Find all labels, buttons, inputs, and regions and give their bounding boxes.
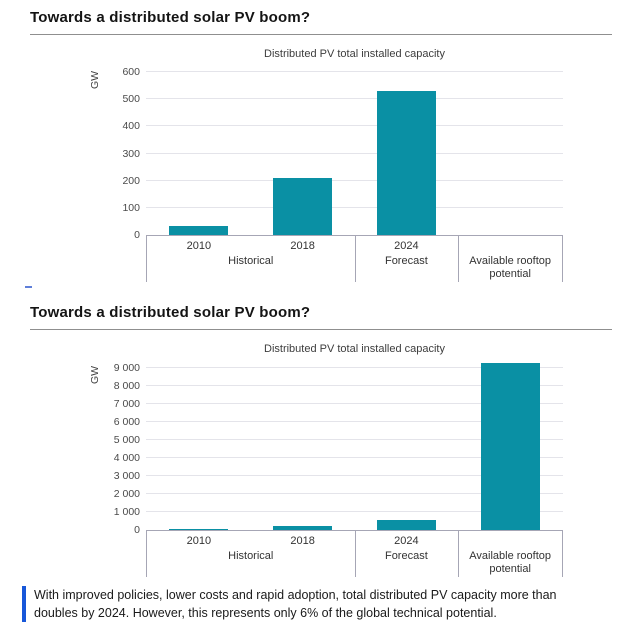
column-divider — [354, 531, 356, 577]
y-tick-label: 300 — [122, 147, 140, 160]
x-years-row: 2010 2018 2024 — [147, 531, 562, 547]
y-tick-label: 8 000 — [113, 380, 140, 392]
gridline — [146, 475, 563, 476]
y-tick-label: 4 000 — [113, 452, 140, 464]
x-year-label — [458, 240, 562, 252]
column-divider — [458, 531, 460, 577]
x-group-label: Forecast — [384, 550, 428, 562]
x-groups-row: Historical Forecast Available rooftop pote… — [147, 255, 562, 280]
y-axis: GW 0 100 200 300 400 500 600 — [30, 64, 146, 241]
slide-1: Towards a distributed solar PV boom? Dis… — [0, 0, 642, 288]
plot-area — [146, 64, 563, 235]
chart-body: GW 0 100 200 300 400 500 600 — [30, 64, 563, 241]
x-group-label: Available rooftop potential — [469, 550, 551, 575]
y-tick-label: 2 000 — [113, 488, 140, 500]
title-rule — [30, 329, 612, 330]
x-years-row: 2010 2018 2024 — [147, 236, 562, 252]
bar-2010 — [168, 529, 228, 530]
x-year-label: 2010 — [186, 535, 212, 547]
stray-dash-mark — [25, 286, 32, 288]
bar-available-rooftop-potential — [481, 362, 541, 530]
x-group-label: Historical — [228, 550, 274, 562]
y-tick-label: 600 — [122, 66, 140, 79]
gridline — [146, 71, 563, 73]
x-year-label: 2024 — [394, 535, 419, 547]
gridline — [146, 421, 563, 422]
gridline — [146, 125, 563, 127]
title-rule — [30, 34, 612, 35]
gridline — [146, 385, 563, 386]
gridline — [146, 206, 563, 208]
y-tick-label: 9 000 — [113, 362, 140, 374]
y-axis-ticks: 0 100 200 300 400 500 600 — [80, 64, 140, 241]
x-year-label: 2024 — [394, 240, 419, 252]
y-tick-label: 100 — [122, 201, 140, 214]
caption: With improved policies, lower costs and … — [22, 586, 642, 622]
bar-2024 — [377, 520, 437, 530]
slide-title: Towards a distributed solar PV boom? — [30, 304, 311, 321]
gridline — [146, 98, 563, 100]
gridline — [146, 457, 563, 458]
bar-2010 — [168, 225, 228, 235]
bar-chart-gw-scale: Distributed PV total installed capacity … — [30, 47, 563, 282]
x-year-label: 2010 — [186, 240, 212, 252]
y-tick-label: 200 — [122, 174, 140, 187]
bar-chart-full-scale: Distributed PV total installed capacity … — [30, 342, 563, 577]
chart-title: Distributed PV total installed capacity — [264, 48, 445, 60]
y-tick-label: 0 — [134, 229, 140, 241]
gridline — [146, 511, 563, 512]
x-group-label: Historical — [228, 255, 274, 267]
y-tick-label: 500 — [122, 93, 140, 106]
x-group-label: Available rooftop potential — [469, 255, 551, 280]
column-divider — [354, 236, 356, 282]
chart-title: Distributed PV total installed capacity — [264, 343, 445, 355]
x-group-label: Forecast — [384, 255, 428, 267]
gridline — [146, 179, 563, 181]
gridline — [146, 152, 563, 154]
caption-accent-bar — [22, 586, 26, 622]
x-year-label: 2018 — [290, 240, 315, 252]
y-tick-label: 400 — [122, 120, 140, 133]
gridline — [146, 439, 563, 440]
column-divider — [458, 236, 460, 282]
y-tick-label: 5 000 — [113, 434, 140, 446]
x-year-label: 2018 — [290, 535, 315, 547]
x-axis-table: 2010 2018 2024 Historical Forecast Available… — [146, 530, 563, 577]
bar-2018 — [272, 526, 332, 530]
x-year-label — [458, 535, 562, 547]
y-tick-label: 7 000 — [113, 398, 140, 410]
gridline — [146, 367, 563, 368]
bar-2018 — [272, 178, 332, 235]
y-tick-label: 3 000 — [113, 470, 140, 482]
y-axis-ticks: 0 1 000 2 000 3 000 4 000 5 000 6 000 7 000 8 00… — [80, 359, 140, 536]
slide-title: Towards a distributed solar PV boom? — [30, 9, 311, 26]
y-tick-label: 1 000 — [113, 506, 140, 518]
y-tick-label: 6 000 — [113, 416, 140, 428]
caption-text: With improved policies, lower costs and … — [34, 588, 557, 620]
x-groups-row: Historical Forecast Available rooftop pote… — [147, 550, 562, 575]
slide-2: Towards a distributed solar PV boom? Dis… — [0, 282, 642, 577]
plot-area — [146, 359, 563, 530]
x-axis-table: 2010 2018 2024 Historical Forecast Available… — [146, 235, 563, 282]
y-tick-label: 0 — [134, 524, 140, 536]
gridline — [146, 493, 563, 494]
bar-2024 — [377, 91, 437, 235]
gridline — [146, 403, 563, 404]
